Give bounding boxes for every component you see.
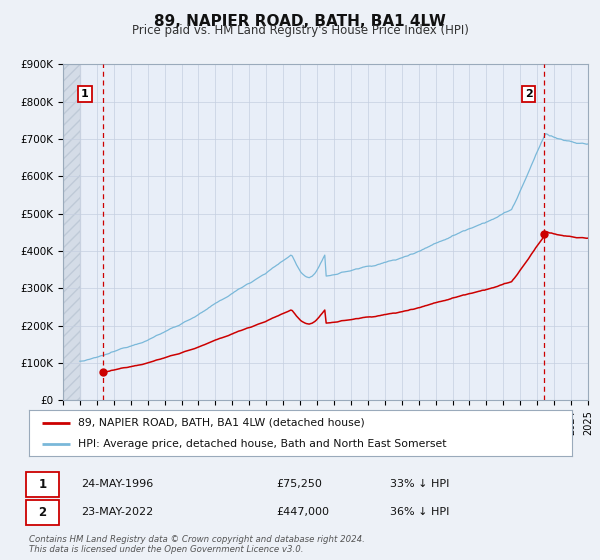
Text: 24-MAY-1996: 24-MAY-1996	[81, 479, 153, 489]
Text: 23-MAY-2022: 23-MAY-2022	[81, 507, 153, 517]
Text: Price paid vs. HM Land Registry's House Price Index (HPI): Price paid vs. HM Land Registry's House …	[131, 24, 469, 37]
Text: HPI: Average price, detached house, Bath and North East Somerset: HPI: Average price, detached house, Bath…	[77, 439, 446, 449]
Text: £75,250: £75,250	[276, 479, 322, 489]
Text: 33% ↓ HPI: 33% ↓ HPI	[390, 479, 449, 489]
Bar	[63, 64, 80, 400]
Text: 36% ↓ HPI: 36% ↓ HPI	[390, 507, 449, 517]
Bar	[63, 64, 80, 400]
Text: 1: 1	[38, 478, 46, 491]
Text: 89, NAPIER ROAD, BATH, BA1 4LW (detached house): 89, NAPIER ROAD, BATH, BA1 4LW (detached…	[77, 418, 364, 428]
Text: 2: 2	[525, 89, 533, 99]
Text: £447,000: £447,000	[276, 507, 329, 517]
Text: 1: 1	[81, 89, 89, 99]
Text: 89, NAPIER ROAD, BATH, BA1 4LW: 89, NAPIER ROAD, BATH, BA1 4LW	[154, 14, 446, 29]
Text: 2: 2	[38, 506, 46, 519]
Text: Contains HM Land Registry data © Crown copyright and database right 2024.
This d: Contains HM Land Registry data © Crown c…	[29, 535, 365, 554]
